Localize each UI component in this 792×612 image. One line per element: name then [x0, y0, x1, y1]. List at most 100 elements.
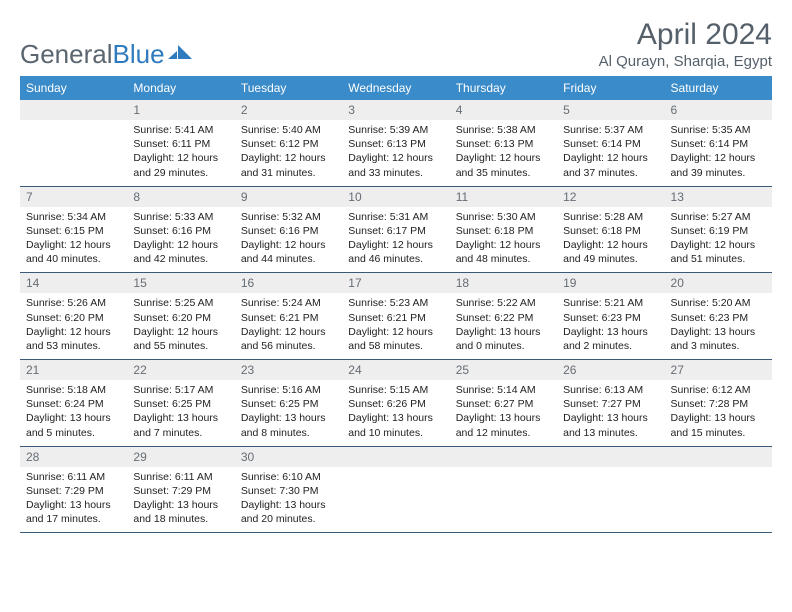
day-details [450, 467, 557, 517]
day-details: Sunrise: 5:17 AMSunset: 6:25 PMDaylight:… [127, 380, 234, 446]
calendar-cell: 17Sunrise: 5:23 AMSunset: 6:21 PMDayligh… [342, 273, 449, 360]
header: GeneralBlue April 2024 Al Qurayn, Sharqi… [20, 18, 772, 70]
day-details: Sunrise: 5:16 AMSunset: 6:25 PMDaylight:… [235, 380, 342, 446]
title-block: April 2024 Al Qurayn, Sharqia, Egypt [599, 18, 772, 70]
day-number [342, 447, 449, 467]
calendar-week-row: 14Sunrise: 5:26 AMSunset: 6:20 PMDayligh… [20, 273, 772, 360]
logo-text-blue: Blue [113, 39, 165, 70]
day-details: Sunrise: 5:20 AMSunset: 6:23 PMDaylight:… [665, 293, 772, 359]
day-number [450, 447, 557, 467]
day-header: Friday [557, 76, 664, 100]
day-number: 8 [127, 187, 234, 207]
calendar-week-row: 7Sunrise: 5:34 AMSunset: 6:15 PMDaylight… [20, 186, 772, 273]
day-details: Sunrise: 5:33 AMSunset: 6:16 PMDaylight:… [127, 207, 234, 273]
calendar-cell [20, 100, 127, 186]
calendar-cell [557, 446, 664, 533]
day-details: Sunrise: 5:14 AMSunset: 6:27 PMDaylight:… [450, 380, 557, 446]
calendar-cell: 22Sunrise: 5:17 AMSunset: 6:25 PMDayligh… [127, 360, 234, 447]
day-number: 10 [342, 187, 449, 207]
logo: GeneralBlue [20, 39, 194, 70]
calendar-cell: 11Sunrise: 5:30 AMSunset: 6:18 PMDayligh… [450, 186, 557, 273]
day-header: Wednesday [342, 76, 449, 100]
day-number: 29 [127, 447, 234, 467]
day-details: Sunrise: 5:40 AMSunset: 6:12 PMDaylight:… [235, 120, 342, 186]
day-number: 16 [235, 273, 342, 293]
calendar-cell: 30Sunrise: 6:10 AMSunset: 7:30 PMDayligh… [235, 446, 342, 533]
day-details: Sunrise: 5:38 AMSunset: 6:13 PMDaylight:… [450, 120, 557, 186]
day-details [342, 467, 449, 517]
calendar-cell: 10Sunrise: 5:31 AMSunset: 6:17 PMDayligh… [342, 186, 449, 273]
calendar-cell: 29Sunrise: 6:11 AMSunset: 7:29 PMDayligh… [127, 446, 234, 533]
logo-text-gray: General [20, 39, 113, 70]
calendar-head: SundayMondayTuesdayWednesdayThursdayFrid… [20, 76, 772, 100]
day-details: Sunrise: 5:37 AMSunset: 6:14 PMDaylight:… [557, 120, 664, 186]
day-number: 25 [450, 360, 557, 380]
day-details [20, 120, 127, 170]
day-details: Sunrise: 5:21 AMSunset: 6:23 PMDaylight:… [557, 293, 664, 359]
day-number: 18 [450, 273, 557, 293]
day-number: 4 [450, 100, 557, 120]
day-details: Sunrise: 5:28 AMSunset: 6:18 PMDaylight:… [557, 207, 664, 273]
day-number: 13 [665, 187, 772, 207]
calendar-cell [450, 446, 557, 533]
day-number: 15 [127, 273, 234, 293]
calendar-cell: 19Sunrise: 5:21 AMSunset: 6:23 PMDayligh… [557, 273, 664, 360]
day-header: Saturday [665, 76, 772, 100]
day-details [665, 467, 772, 517]
day-number: 23 [235, 360, 342, 380]
day-number: 9 [235, 187, 342, 207]
calendar-cell: 21Sunrise: 5:18 AMSunset: 6:24 PMDayligh… [20, 360, 127, 447]
day-number: 17 [342, 273, 449, 293]
calendar-cell: 24Sunrise: 5:15 AMSunset: 6:26 PMDayligh… [342, 360, 449, 447]
calendar-cell: 4Sunrise: 5:38 AMSunset: 6:13 PMDaylight… [450, 100, 557, 186]
day-number: 14 [20, 273, 127, 293]
day-number: 30 [235, 447, 342, 467]
day-number: 1 [127, 100, 234, 120]
calendar-week-row: 21Sunrise: 5:18 AMSunset: 6:24 PMDayligh… [20, 360, 772, 447]
calendar-cell: 12Sunrise: 5:28 AMSunset: 6:18 PMDayligh… [557, 186, 664, 273]
day-number: 3 [342, 100, 449, 120]
day-details: Sunrise: 5:23 AMSunset: 6:21 PMDaylight:… [342, 293, 449, 359]
day-number: 19 [557, 273, 664, 293]
day-number: 7 [20, 187, 127, 207]
page-subtitle: Al Qurayn, Sharqia, Egypt [599, 53, 772, 70]
calendar-body: 1Sunrise: 5:41 AMSunset: 6:11 PMDaylight… [20, 100, 772, 533]
day-header: Sunday [20, 76, 127, 100]
calendar-cell: 13Sunrise: 5:27 AMSunset: 6:19 PMDayligh… [665, 186, 772, 273]
calendar-cell: 3Sunrise: 5:39 AMSunset: 6:13 PMDaylight… [342, 100, 449, 186]
calendar-cell: 7Sunrise: 5:34 AMSunset: 6:15 PMDaylight… [20, 186, 127, 273]
day-header: Tuesday [235, 76, 342, 100]
day-details: Sunrise: 5:39 AMSunset: 6:13 PMDaylight:… [342, 120, 449, 186]
calendar-cell: 25Sunrise: 5:14 AMSunset: 6:27 PMDayligh… [450, 360, 557, 447]
calendar-cell [665, 446, 772, 533]
day-details: Sunrise: 6:10 AMSunset: 7:30 PMDaylight:… [235, 467, 342, 533]
calendar-cell: 9Sunrise: 5:32 AMSunset: 6:16 PMDaylight… [235, 186, 342, 273]
calendar-cell: 15Sunrise: 5:25 AMSunset: 6:20 PMDayligh… [127, 273, 234, 360]
day-details: Sunrise: 5:27 AMSunset: 6:19 PMDaylight:… [665, 207, 772, 273]
calendar-cell: 20Sunrise: 5:20 AMSunset: 6:23 PMDayligh… [665, 273, 772, 360]
page-title: April 2024 [599, 18, 772, 51]
calendar-week-row: 1Sunrise: 5:41 AMSunset: 6:11 PMDaylight… [20, 100, 772, 186]
day-details: Sunrise: 5:31 AMSunset: 6:17 PMDaylight:… [342, 207, 449, 273]
calendar-cell: 18Sunrise: 5:22 AMSunset: 6:22 PMDayligh… [450, 273, 557, 360]
day-number: 6 [665, 100, 772, 120]
calendar-cell: 5Sunrise: 5:37 AMSunset: 6:14 PMDaylight… [557, 100, 664, 186]
calendar-cell: 28Sunrise: 6:11 AMSunset: 7:29 PMDayligh… [20, 446, 127, 533]
day-number: 27 [665, 360, 772, 380]
day-details [557, 467, 664, 517]
day-number: 22 [127, 360, 234, 380]
day-number [665, 447, 772, 467]
calendar-cell: 26Sunrise: 6:13 AMSunset: 7:27 PMDayligh… [557, 360, 664, 447]
day-details: Sunrise: 5:15 AMSunset: 6:26 PMDaylight:… [342, 380, 449, 446]
calendar-cell: 23Sunrise: 5:16 AMSunset: 6:25 PMDayligh… [235, 360, 342, 447]
day-number: 5 [557, 100, 664, 120]
day-details: Sunrise: 6:13 AMSunset: 7:27 PMDaylight:… [557, 380, 664, 446]
day-number: 12 [557, 187, 664, 207]
day-number [557, 447, 664, 467]
calendar-cell: 8Sunrise: 5:33 AMSunset: 6:16 PMDaylight… [127, 186, 234, 273]
day-details: Sunrise: 5:35 AMSunset: 6:14 PMDaylight:… [665, 120, 772, 186]
day-details: Sunrise: 6:11 AMSunset: 7:29 PMDaylight:… [127, 467, 234, 533]
day-number: 24 [342, 360, 449, 380]
day-details: Sunrise: 5:41 AMSunset: 6:11 PMDaylight:… [127, 120, 234, 186]
day-number: 11 [450, 187, 557, 207]
